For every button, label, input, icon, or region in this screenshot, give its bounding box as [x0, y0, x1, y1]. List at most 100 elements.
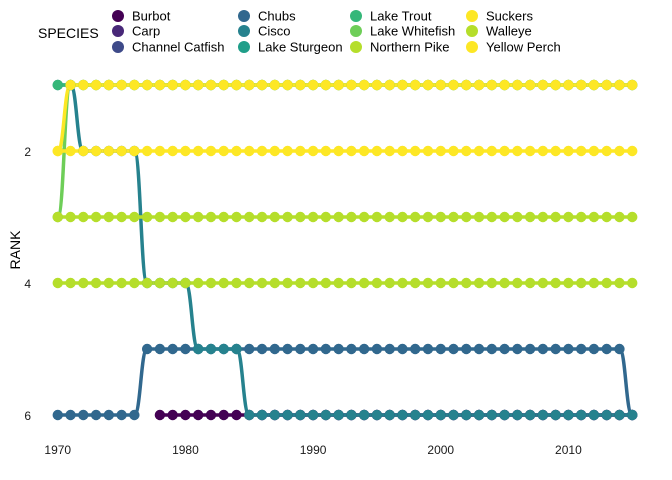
data-point: [499, 343, 510, 355]
data-point: [358, 145, 370, 157]
data-point: [167, 79, 178, 91]
data-point: [269, 409, 280, 421]
data-point: [295, 145, 306, 157]
data-point: [435, 277, 446, 289]
data-point: [537, 79, 549, 91]
legend-item: Northern Pike: [350, 40, 449, 55]
data-point: [78, 409, 89, 421]
data-point: [282, 145, 293, 157]
legend-key: [350, 25, 362, 37]
data-point: [588, 145, 600, 157]
data-point: [333, 277, 344, 289]
data-point: [524, 145, 536, 157]
legend-key: [238, 10, 250, 22]
data-point: [333, 211, 344, 223]
legend-key: [466, 25, 478, 37]
data-point: [410, 145, 421, 157]
data-point: [461, 79, 472, 91]
data-point: [512, 409, 523, 421]
data-point: [129, 409, 140, 421]
data-point: [192, 277, 204, 289]
data-point: [435, 145, 446, 157]
data-point: [499, 277, 510, 289]
data-point: [116, 409, 127, 421]
data-point: [116, 79, 127, 91]
data-point: [627, 145, 638, 157]
legend-item: Lake Trout: [350, 9, 432, 24]
x-tick-label: 1990: [300, 443, 327, 457]
data-point: [346, 79, 357, 91]
data-point: [575, 343, 587, 355]
data-point: [371, 145, 383, 157]
data-point: [461, 145, 472, 157]
data-point: [78, 145, 89, 157]
data-point: [346, 277, 357, 289]
data-point: [397, 79, 408, 91]
legend-item: Lake Whitefish: [350, 24, 455, 39]
data-point: [563, 277, 574, 289]
data-point: [384, 409, 395, 421]
data-point: [116, 145, 127, 157]
data-point: [205, 277, 217, 289]
data-point: [205, 343, 217, 355]
data-point: [486, 409, 498, 421]
data-point: [512, 145, 523, 157]
data-point: [154, 211, 166, 223]
legend-key: [350, 10, 362, 22]
data-point: [167, 277, 178, 289]
data-point: [601, 343, 612, 355]
data-point: [371, 277, 383, 289]
data-point: [154, 343, 166, 355]
data-point: [422, 277, 434, 289]
data-point: [524, 277, 536, 289]
data-point: [410, 277, 421, 289]
data-point: [307, 79, 319, 91]
data-point: [397, 409, 408, 421]
data-point: [512, 343, 523, 355]
data-point: [435, 409, 446, 421]
legend-item: Carp: [112, 24, 160, 39]
data-point: [295, 409, 306, 421]
legend-item: Channel Catfish: [112, 40, 225, 55]
data-point: [563, 79, 574, 91]
data-point: [550, 343, 561, 355]
data-point: [180, 79, 191, 91]
legend-key: [350, 41, 362, 53]
data-point: [588, 79, 600, 91]
y-axis-title: RANK: [7, 230, 23, 270]
data-point: [410, 343, 421, 355]
data-point: [307, 277, 319, 289]
data-point: [512, 211, 523, 223]
data-point: [627, 277, 638, 289]
data-point: [320, 211, 332, 223]
data-point: [180, 409, 191, 421]
data-point: [231, 277, 242, 289]
data-point: [282, 409, 293, 421]
data-point: [269, 211, 280, 223]
data-point: [65, 145, 76, 157]
data-point: [575, 145, 587, 157]
data-point: [524, 79, 536, 91]
data-point: [192, 79, 204, 91]
data-point: [499, 211, 510, 223]
data-point: [192, 145, 204, 157]
data-point: [422, 211, 434, 223]
legend-key: [112, 25, 124, 37]
legend-label: Yellow Perch: [486, 40, 561, 55]
data-point: [218, 79, 229, 91]
x-tick-label: 2000: [427, 443, 454, 457]
x-tick-label: 2010: [555, 443, 582, 457]
legend-item: Lake Sturgeon: [238, 40, 343, 55]
data-point: [473, 343, 485, 355]
data-point: [435, 211, 446, 223]
data-point: [90, 145, 102, 157]
data-point: [384, 211, 395, 223]
data-point: [231, 79, 242, 91]
data-point: [397, 277, 408, 289]
x-tick-label: 1980: [172, 443, 199, 457]
legend-label: Suckers: [486, 9, 533, 24]
data-point: [52, 409, 63, 421]
data-point: [154, 145, 166, 157]
data-point: [486, 211, 498, 223]
